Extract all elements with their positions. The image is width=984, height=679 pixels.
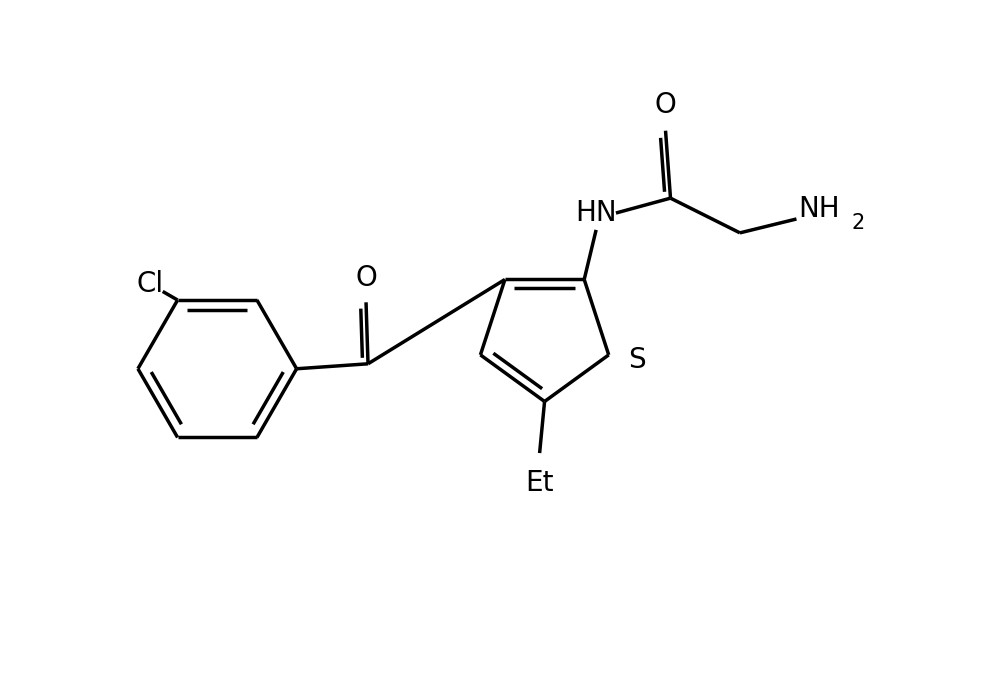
Text: Et: Et — [525, 469, 554, 497]
Text: O: O — [355, 263, 377, 291]
Text: O: O — [654, 91, 676, 119]
Text: HN: HN — [576, 199, 617, 227]
Text: S: S — [628, 346, 646, 374]
Text: 2: 2 — [851, 213, 865, 233]
Text: Cl: Cl — [137, 270, 164, 297]
Text: NH: NH — [798, 195, 840, 223]
